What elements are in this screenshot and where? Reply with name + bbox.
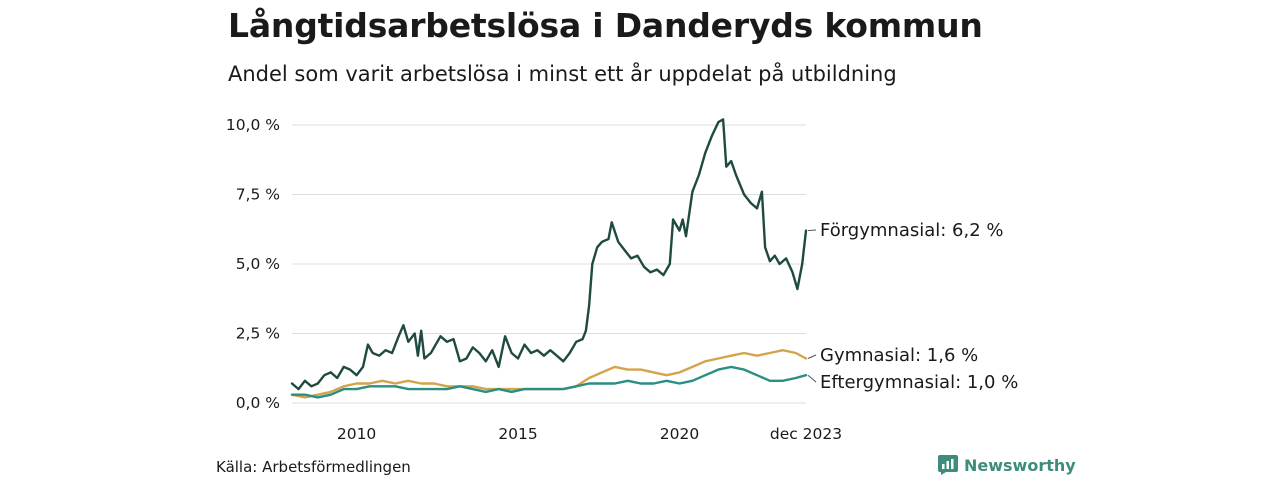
end-label-förgymnasial: Förgymnasial: 6,2 % [820, 220, 1004, 241]
x-axis-ticks: 2010 2015 2020 dec 2023 [337, 425, 842, 443]
chart-title: Långtidsarbetslösa i Danderyds kommun [228, 6, 983, 45]
label-leader [807, 354, 817, 359]
newsworthy-logo-icon [938, 455, 958, 475]
x-tick-label: dec 2023 [770, 425, 842, 443]
y-tick-label: 7,5 % [236, 186, 280, 204]
label-leader [807, 374, 817, 383]
end-label-gymnasial: Gymnasial: 1,6 % [820, 345, 978, 366]
y-tick-label: 5,0 % [236, 255, 280, 273]
series-line-eftergymnasial [290, 365, 808, 399]
y-tick-label: 0,0 % [236, 394, 280, 412]
end-label-eftergymnasial: Eftergymnasial: 1,0 % [820, 372, 1018, 393]
series-lines [290, 118, 808, 399]
x-tick-label: 2015 [498, 425, 537, 443]
source-note: Källa: Arbetsförmedlingen [216, 458, 411, 476]
end-labels: Förgymnasial: 6,2 % Gymnasial: 1,6 % Efter… [807, 220, 1018, 393]
series-line-förgymnasial [290, 118, 808, 391]
x-tick-label: 2020 [660, 425, 699, 443]
brand-logo: Newsworthy [938, 455, 1076, 475]
y-tick-label: 10,0 % [226, 116, 280, 134]
y-axis-ticks: 0,0 % 2,5 % 5,0 % 7,5 % 10,0 % [226, 116, 280, 412]
x-tick-label: 2010 [337, 425, 376, 443]
grid-lines [292, 124, 806, 404]
chart-subtitle: Andel som varit arbetslösa i minst ett å… [228, 62, 897, 86]
series-line-gymnasial [290, 349, 808, 399]
brand-name: Newsworthy [964, 455, 1076, 475]
label-leader [807, 229, 817, 232]
y-tick-label: 2,5 % [236, 325, 280, 343]
